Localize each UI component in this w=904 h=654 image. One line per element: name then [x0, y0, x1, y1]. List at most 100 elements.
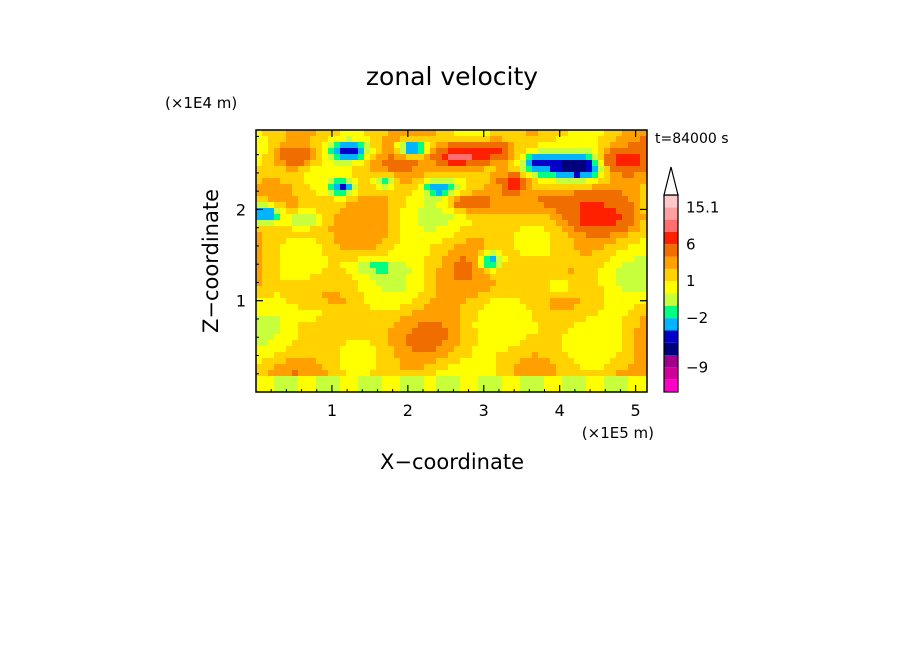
field-cell	[376, 196, 383, 203]
field-cell	[580, 136, 587, 143]
field-cell	[256, 208, 263, 215]
field-cell	[586, 262, 593, 269]
field-cell	[388, 136, 395, 143]
field-cell	[268, 232, 275, 239]
field-cell	[394, 340, 401, 347]
field-cell	[388, 274, 395, 281]
field-cell	[508, 340, 515, 347]
field-cell	[508, 202, 515, 209]
field-cell	[628, 280, 635, 287]
field-cell	[478, 220, 485, 227]
field-cell	[394, 268, 401, 275]
field-cell	[448, 334, 455, 341]
field-cell	[580, 142, 587, 149]
field-cell	[598, 346, 605, 353]
field-cell	[568, 244, 575, 251]
field-cell	[346, 274, 353, 281]
field-cell	[292, 130, 299, 137]
field-cell	[448, 238, 455, 245]
field-cell	[376, 382, 383, 389]
field-cell	[514, 280, 521, 287]
field-cell	[364, 316, 371, 323]
field-cell	[262, 286, 269, 293]
field-cell	[322, 238, 329, 245]
field-cell	[568, 238, 575, 245]
field-cell	[436, 196, 443, 203]
field-cell	[340, 166, 347, 173]
field-cell	[280, 382, 287, 389]
field-cell	[292, 322, 299, 329]
field-cell	[286, 172, 293, 179]
field-cell	[604, 322, 611, 329]
field-cell	[340, 142, 347, 149]
field-cell	[580, 298, 587, 305]
field-cell	[634, 268, 641, 275]
field-cell	[466, 184, 473, 191]
field-cell	[508, 190, 515, 197]
field-cell	[418, 382, 425, 389]
field-cell	[532, 310, 539, 317]
field-cell	[640, 190, 647, 197]
field-cell	[382, 370, 389, 377]
field-cell	[400, 316, 407, 323]
field-cell	[394, 244, 401, 251]
field-cell	[418, 184, 425, 191]
field-cell	[412, 352, 419, 359]
field-cell	[508, 226, 515, 233]
field-cell	[274, 190, 281, 197]
field-cell	[424, 274, 431, 281]
field-cell	[304, 232, 311, 239]
field-cell	[442, 370, 449, 377]
field-cell	[436, 310, 443, 317]
field-cell	[628, 370, 635, 377]
field-cell	[628, 172, 635, 179]
field-cell	[610, 232, 617, 239]
field-cell	[514, 304, 521, 311]
field-cell	[394, 310, 401, 317]
field-cell	[310, 364, 317, 371]
field-cell	[412, 382, 419, 389]
field-cell	[460, 232, 467, 239]
field-cell	[550, 226, 557, 233]
field-cell	[562, 160, 569, 167]
field-cell	[442, 136, 449, 143]
field-cell	[406, 388, 413, 392]
field-cell	[286, 322, 293, 329]
field-cell	[280, 250, 287, 257]
field-cell	[520, 256, 527, 263]
field-cell	[496, 298, 503, 305]
field-cell	[256, 250, 263, 257]
field-cell	[550, 298, 557, 305]
field-cell	[364, 208, 371, 215]
field-cell	[292, 274, 299, 281]
field-cell	[484, 130, 491, 137]
field-cell	[526, 208, 533, 215]
field-cell	[556, 274, 563, 281]
field-cell	[478, 322, 485, 329]
field-cell	[274, 340, 281, 347]
field-cell	[616, 154, 623, 161]
field-cell	[340, 196, 347, 203]
field-cell	[352, 166, 359, 173]
field-cell	[604, 328, 611, 335]
field-cell	[286, 340, 293, 347]
field-cell	[484, 148, 491, 155]
field-cell	[556, 142, 563, 149]
field-cell	[634, 274, 641, 281]
field-cell	[388, 304, 395, 311]
field-cell	[322, 382, 329, 389]
field-cell	[448, 280, 455, 287]
field-cell	[508, 256, 515, 263]
field-cell	[484, 196, 491, 203]
field-cell	[496, 316, 503, 323]
field-cell	[466, 268, 473, 275]
field-cell	[574, 220, 581, 227]
field-cell	[286, 160, 293, 167]
field-cell	[382, 142, 389, 149]
field-cell	[544, 328, 551, 335]
field-cell	[352, 220, 359, 227]
field-cell	[436, 190, 443, 197]
field-cell	[502, 148, 509, 155]
field-cell	[370, 262, 377, 269]
field-cell	[472, 352, 479, 359]
